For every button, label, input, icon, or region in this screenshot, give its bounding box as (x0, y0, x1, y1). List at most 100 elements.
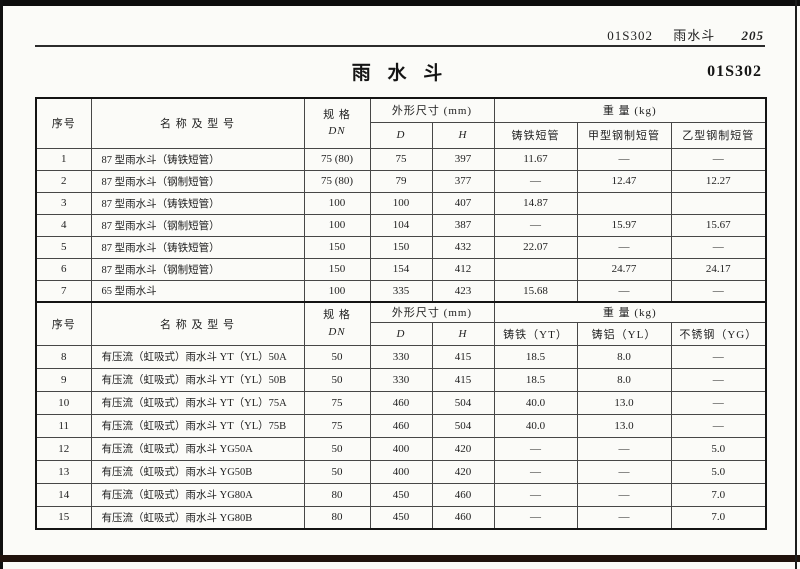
table-row: 6 87 型雨水斗（钢制短管） 150 154 412 24.77 24.17 (35, 257, 767, 281)
cell-h: 460 (431, 505, 495, 530)
col-header-spec: 规 格 DN (303, 97, 371, 149)
cell-weight-1: 8.0 (576, 344, 672, 369)
cell-d: 460 (369, 413, 433, 438)
col-header-spec-dn: DN (328, 325, 346, 338)
cell-h: 423 (431, 279, 495, 303)
table-row: 13 有压流（虹吸式）雨水斗 YG50B 50 400 420— —5.0 (35, 459, 767, 484)
cell-name: 87 型雨水斗（铸铁短管） (90, 191, 305, 215)
cell-d: 400 (369, 436, 433, 461)
scan-edge-top (0, 0, 800, 6)
cell-weight-2: 5.0 (670, 436, 767, 461)
table-row: 9 有压流（虹吸式）雨水斗 YT（YL）50B 50 330 415 18.5 8.0— (35, 367, 767, 392)
cell-weight-0: — (493, 169, 578, 193)
cell-index: 2 (35, 169, 92, 193)
cell-weight-2: 5.0 (670, 459, 767, 484)
col-header-dim-h: H (431, 321, 495, 346)
table-row: 1 87 型雨水斗（铸铁短管） 75 (80) 75 397 11.67— — (35, 147, 767, 171)
table-row: 2 87 型雨水斗（钢制短管） 75 (80) 79 377—12.47 12.27 (35, 169, 767, 193)
cell-index: 12 (35, 436, 92, 461)
running-header-title: 雨水斗 (673, 28, 716, 43)
cell-dn: 50 (303, 436, 371, 461)
cell-weight-0 (493, 257, 578, 281)
col-header-weight-0: 铸铁短管 (493, 121, 578, 149)
scan-edge-bottom (0, 555, 800, 562)
col-header-weight-1: 铸铝（YL） (576, 321, 672, 346)
table-row: 4 87 型雨水斗（钢制短管） 100 104 387—15.97 15.67 (35, 213, 767, 237)
cell-d: 79 (369, 169, 433, 193)
cell-h: 415 (431, 367, 495, 392)
cell-d: 330 (369, 367, 433, 392)
cell-index: 9 (35, 367, 92, 392)
header-row-2: D H 铸铁短管 甲型钢制短管 乙型钢制短管 (36, 121, 767, 149)
cell-weight-1: — (576, 147, 672, 171)
page-title: 雨 水 斗 (351, 63, 449, 84)
cell-index: 8 (35, 344, 92, 369)
cell-h: 412 (431, 257, 495, 281)
cell-weight-0: 11.67 (493, 147, 578, 171)
cell-weight-2: 7.0 (670, 482, 767, 507)
col-header-weight-1: 甲型钢制短管 (576, 121, 672, 149)
cell-weight-1: — (576, 436, 672, 461)
table-row: 10 有压流（虹吸式）雨水斗 YT（YL）75A 75 460 504 40.0 13.0— (35, 390, 767, 415)
running-header: 01S302 雨水斗 205 (607, 25, 764, 44)
table-row: 15 有压流（虹吸式）雨水斗 YG80B 80 450 460— —7.0 (35, 505, 767, 530)
cell-weight-0: — (493, 213, 578, 237)
col-header-dims: 外形尺寸 (mm) (369, 97, 495, 123)
cell-h: 420 (431, 459, 495, 484)
header-row-1: 序号名 称 及 型 号 规 格 DN 外形尺寸 (mm) 重 量 (kg) (35, 301, 767, 346)
cell-weight-2: — (670, 390, 767, 415)
cell-weight-0: — (493, 482, 578, 507)
cell-weight-0: 40.0 (493, 390, 578, 415)
cell-weight-1: 13.0 (576, 413, 672, 438)
cell-weight-2 (670, 191, 767, 215)
cell-d: 450 (369, 505, 433, 530)
running-header-page-number: 205 (741, 28, 764, 43)
col-header-index: 序号 (35, 301, 92, 346)
cell-h: 432 (431, 235, 495, 259)
table-row: 3 87 型雨水斗（铸铁短管） 100 100 407 14.87 (35, 191, 767, 215)
cell-index: 1 (35, 147, 92, 171)
cell-name: 有压流（虹吸式）雨水斗 YG80A (90, 482, 305, 507)
table-row: 7 65 型雨水斗 100 335 423 15.68— — (35, 279, 767, 303)
cell-name: 有压流（虹吸式）雨水斗 YG50B (90, 459, 305, 484)
cell-dn: 75 (303, 390, 371, 415)
table-row: 5 87 型雨水斗（铸铁短管） 150 150 432 22.07— — (35, 235, 767, 259)
cell-weight-2: 12.27 (670, 169, 767, 193)
cell-weight-1: — (576, 235, 672, 259)
table-row: 12 有压流（虹吸式）雨水斗 YG50A 50 400 420— —5.0 (35, 436, 767, 461)
cell-h: 387 (431, 213, 495, 237)
cell-index: 6 (35, 257, 92, 281)
cell-index: 15 (35, 505, 92, 530)
cell-weight-0: — (493, 459, 578, 484)
cell-name: 有压流（虹吸式）雨水斗 YT（YL）75B (90, 413, 305, 438)
cell-weight-2: — (670, 147, 767, 171)
scan-edge-right (795, 0, 797, 569)
cell-weight-1: 13.0 (576, 390, 672, 415)
cell-dn: 100 (303, 279, 371, 303)
cell-dn: 80 (303, 505, 371, 530)
cell-name: 87 型雨水斗（钢制短管） (90, 213, 305, 237)
cell-weight-1: 24.77 (576, 257, 672, 281)
col-header-weight-2: 不锈钢（YG） (670, 321, 767, 346)
cell-h: 460 (431, 482, 495, 507)
col-header-weight: 重 量 (kg) (493, 301, 767, 323)
cell-weight-0: 18.5 (493, 367, 578, 392)
cell-dn: 50 (303, 344, 371, 369)
cell-h: 407 (431, 191, 495, 215)
cell-h: 420 (431, 436, 495, 461)
table-row: 14 有压流（虹吸式）雨水斗 YG80A 80 450 460— —7.0 (35, 482, 767, 507)
col-header-spec-label: 规 格 (323, 309, 351, 322)
cell-weight-0: 14.87 (493, 191, 578, 215)
cell-weight-2: — (670, 235, 767, 259)
cell-h: 504 (431, 413, 495, 438)
cell-name: 有压流（虹吸式）雨水斗 YT（YL）50B (90, 367, 305, 392)
cell-d: 460 (369, 390, 433, 415)
cell-dn: 150 (303, 235, 371, 259)
col-header-dim-h: H (431, 121, 495, 149)
cell-name: 87 型雨水斗（钢制短管） (90, 169, 305, 193)
cell-d: 154 (369, 257, 433, 281)
cell-index: 13 (35, 459, 92, 484)
cell-weight-0: — (493, 436, 578, 461)
cell-d: 450 (369, 482, 433, 507)
cell-h: 377 (431, 169, 495, 193)
